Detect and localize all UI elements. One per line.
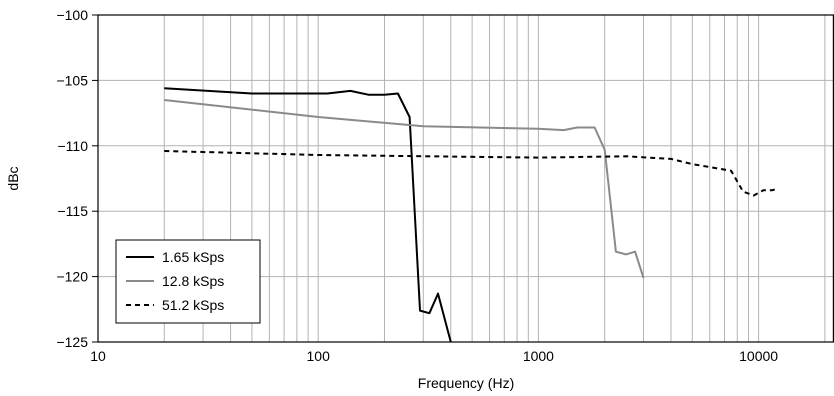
series-line-2 — [164, 99, 645, 279]
grid — [98, 15, 834, 342]
x-axis-title: Frequency (Hz) — [418, 375, 514, 391]
legend: 1.65 kSps 12.8 kSps 51.2 kSps — [115, 239, 261, 324]
y-tick-label: −120 — [56, 269, 88, 285]
y-tick-label: −105 — [56, 72, 88, 88]
series-line-1 — [164, 87, 452, 342]
x-tick-label: 10 — [90, 348, 106, 364]
x-tick-label: 1000 — [523, 348, 554, 364]
y-tick-label: −100 — [56, 7, 88, 23]
axis-ticks: 10 100 1000 10000 −100 −105 −110 −115 −120 −125 — [56, 7, 778, 364]
y-tick-label: −110 — [58, 138, 89, 154]
x-tick-label: 100 — [307, 348, 331, 364]
series-lines — [164, 87, 777, 342]
legend-label-3: 51.2 kSps — [162, 297, 224, 313]
series-line-3 — [164, 150, 777, 197]
legend-label-2: 12.8 kSps — [162, 273, 224, 289]
y-tick-label: −115 — [58, 203, 89, 219]
x-tick-label: 10000 — [739, 348, 778, 364]
y-tick-label: −125 — [56, 334, 88, 350]
y-axis-title: dBc — [5, 166, 21, 190]
plot-frame — [97, 14, 834, 343]
legend-label-1: 1.65 kSps — [162, 249, 224, 265]
